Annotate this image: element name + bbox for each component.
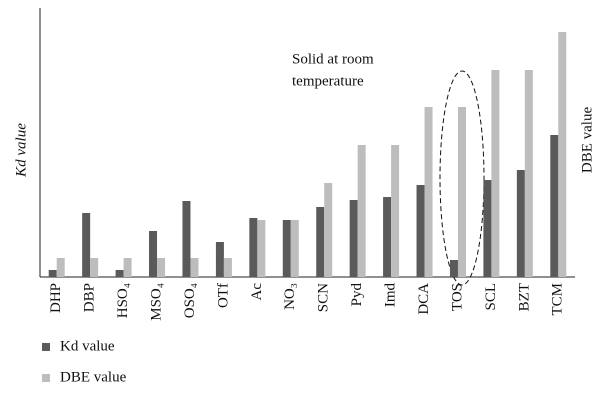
bar bbox=[48, 270, 57, 277]
bar bbox=[349, 200, 358, 277]
highlight-ellipse bbox=[439, 70, 485, 286]
bar bbox=[424, 107, 433, 277]
legend-label: DBE value bbox=[60, 369, 127, 385]
bar bbox=[357, 145, 366, 277]
x-tick-label: MSO₄ bbox=[148, 283, 164, 321]
bar bbox=[182, 201, 191, 277]
x-tick-label: TCM bbox=[550, 283, 566, 316]
x-tick-label: DBP bbox=[82, 283, 98, 312]
bar bbox=[249, 218, 258, 277]
annotation: Solid at room bbox=[292, 51, 374, 67]
x-tick-label: DHP bbox=[48, 283, 64, 313]
annotation: temperature bbox=[292, 73, 364, 89]
x-tick-label: TOS bbox=[449, 283, 465, 311]
bar bbox=[383, 197, 392, 277]
y2-axis-label: DBE value bbox=[579, 107, 595, 174]
legend-swatch bbox=[42, 374, 50, 382]
legend-label: Kd value bbox=[60, 338, 115, 354]
bar bbox=[524, 70, 533, 277]
x-tick-label: OTf bbox=[215, 283, 231, 308]
x-tick-label: SCL bbox=[483, 283, 499, 311]
bar bbox=[290, 220, 299, 277]
x-tick-label: BZT bbox=[516, 283, 532, 311]
bar bbox=[56, 258, 65, 277]
bar bbox=[457, 107, 466, 277]
x-tick-label: Pyd bbox=[349, 283, 365, 307]
x-tick-label: Ac bbox=[249, 283, 265, 301]
bar bbox=[483, 180, 492, 277]
x-tick-label: OSO₄ bbox=[182, 283, 198, 318]
x-tick-label: NO₃ bbox=[282, 283, 298, 310]
bar bbox=[149, 231, 158, 277]
bar bbox=[516, 170, 525, 277]
x-tick-label: DCA bbox=[416, 283, 432, 315]
bar bbox=[90, 258, 99, 277]
bar bbox=[491, 70, 500, 277]
bar bbox=[123, 258, 132, 277]
bar bbox=[115, 270, 124, 277]
bar bbox=[282, 220, 291, 277]
bar bbox=[82, 213, 91, 277]
bar bbox=[391, 145, 400, 277]
bar bbox=[550, 135, 559, 277]
bar bbox=[215, 242, 224, 277]
bar bbox=[558, 32, 567, 277]
bar bbox=[223, 258, 232, 277]
bar bbox=[416, 185, 425, 277]
bar bbox=[257, 220, 266, 277]
bar bbox=[324, 183, 333, 277]
y-axis-label: Kd value bbox=[13, 123, 29, 178]
legend-swatch bbox=[42, 343, 50, 351]
bar bbox=[157, 258, 166, 277]
bar bbox=[190, 258, 199, 277]
bar bbox=[449, 260, 458, 277]
x-tick-label: HSO₄ bbox=[115, 283, 131, 318]
bar bbox=[316, 207, 325, 277]
x-tick-label: Imd bbox=[383, 283, 399, 308]
x-tick-label: SCN bbox=[316, 283, 332, 312]
